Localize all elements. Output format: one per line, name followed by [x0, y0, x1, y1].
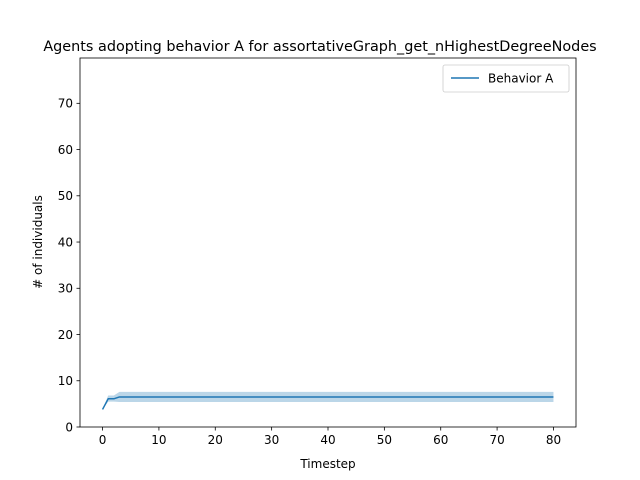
legend-box [442, 64, 570, 93]
x-tick-label: 80 [546, 433, 561, 447]
y-tick-label: 60 [58, 143, 73, 157]
y-tick-label: 40 [58, 235, 73, 249]
x-tick-label: 30 [264, 433, 279, 447]
x-tick-label: 60 [433, 433, 448, 447]
legend-label-0: Behavior A [488, 72, 554, 86]
y-tick-label: 30 [58, 282, 73, 296]
x-tick-label: 20 [208, 433, 223, 447]
y-tick-label: 70 [58, 97, 73, 111]
x-tick-label: 40 [320, 433, 335, 447]
chart-title: Agents adopting behavior A for assortati… [43, 39, 596, 55]
y-tick-label: 10 [58, 374, 73, 388]
x-tick-label: 0 [99, 433, 107, 447]
y-axis-label: # of individuals [31, 195, 45, 289]
y-tick-label: 50 [58, 189, 73, 203]
x-tick-label: 70 [489, 433, 504, 447]
x-tick-label: 50 [377, 433, 392, 447]
x-axis-label: Timestep [299, 457, 355, 471]
y-tick-label: 0 [65, 420, 73, 434]
x-tick-label: 10 [151, 433, 166, 447]
y-tick-label: 20 [58, 328, 73, 342]
plot-area: 0 10 20 30 40 50 60 70 80 0 10 20 30 40 50 60 70 Behavior… [58, 57, 577, 447]
series-line-0 [101, 396, 554, 410]
